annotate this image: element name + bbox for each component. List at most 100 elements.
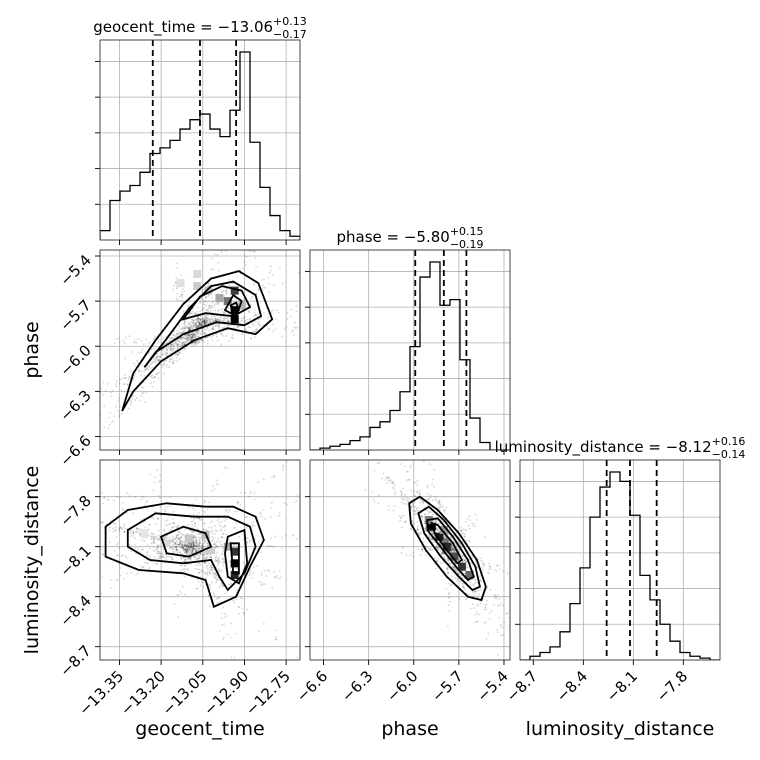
sample-point bbox=[453, 550, 456, 552]
sample-point bbox=[181, 342, 184, 345]
sample-point bbox=[213, 573, 216, 576]
sample-point bbox=[197, 340, 200, 342]
sample-point bbox=[307, 508, 309, 510]
sample-point bbox=[197, 324, 200, 326]
sample-point bbox=[307, 182, 309, 184]
sample-point bbox=[469, 519, 472, 522]
sample-point bbox=[293, 326, 296, 329]
sample-point bbox=[215, 556, 218, 559]
panel-title-minus-phase: −0.19 bbox=[450, 238, 484, 251]
sample-point bbox=[203, 522, 206, 525]
sample-point bbox=[501, 626, 504, 629]
sample-point bbox=[461, 561, 464, 563]
sample-point bbox=[248, 317, 251, 320]
sample-point bbox=[249, 326, 251, 329]
contour-level-5 bbox=[229, 301, 241, 315]
sample-point bbox=[461, 576, 464, 579]
sample-point bbox=[193, 319, 196, 322]
sample-point bbox=[188, 548, 191, 551]
sample-point bbox=[152, 536, 155, 539]
sample-point bbox=[198, 568, 201, 571]
sample-point bbox=[189, 545, 192, 548]
x-tick-label: −8.4 bbox=[553, 667, 591, 705]
sample-point bbox=[194, 318, 197, 320]
sample-point bbox=[197, 326, 200, 329]
sample-point bbox=[28, 438, 30, 440]
sample-point bbox=[295, 327, 297, 330]
sample-point bbox=[249, 338, 252, 340]
sample-point bbox=[180, 592, 182, 595]
density-cell bbox=[230, 286, 239, 295]
axes-frame bbox=[309, 459, 511, 661]
sample-point bbox=[217, 539, 220, 542]
sample-point bbox=[245, 255, 248, 258]
sample-point bbox=[421, 515, 423, 518]
sample-point bbox=[193, 544, 195, 547]
sample-point bbox=[180, 536, 183, 539]
sample-point bbox=[451, 546, 454, 549]
sample-point bbox=[217, 564, 220, 567]
sample-point bbox=[181, 344, 184, 347]
sample-point bbox=[411, 502, 414, 505]
sample-point bbox=[305, 335, 307, 337]
sample-point bbox=[211, 539, 214, 542]
sample-point bbox=[217, 567, 220, 570]
sample-point bbox=[115, 536, 118, 538]
sample-point bbox=[161, 552, 164, 554]
sample-point bbox=[233, 544, 235, 546]
sample-point bbox=[188, 553, 190, 556]
sample-point bbox=[202, 551, 205, 554]
sample-point bbox=[194, 547, 197, 550]
sample-point bbox=[190, 520, 193, 523]
sample-point bbox=[405, 503, 407, 506]
sample-point bbox=[428, 536, 431, 539]
sample-point bbox=[126, 383, 129, 386]
sample-point bbox=[176, 299, 179, 302]
sample-point bbox=[179, 590, 182, 593]
sample-point bbox=[119, 496, 121, 499]
sample-point bbox=[191, 550, 194, 553]
sample-point bbox=[388, 479, 391, 481]
sample-point bbox=[184, 549, 187, 552]
sample-point bbox=[420, 498, 422, 501]
sample-point bbox=[178, 551, 181, 554]
sample-point bbox=[268, 328, 271, 331]
sample-point bbox=[193, 325, 196, 328]
sample-point bbox=[187, 337, 190, 339]
sample-point bbox=[210, 304, 212, 307]
sample-point bbox=[168, 523, 171, 526]
sample-point bbox=[420, 515, 423, 518]
sample-point bbox=[427, 498, 430, 501]
sample-point bbox=[190, 324, 192, 326]
sample-point bbox=[185, 544, 188, 547]
sample-point bbox=[205, 316, 208, 319]
sample-point bbox=[441, 552, 444, 555]
sample-point bbox=[521, 665, 523, 667]
sample-point bbox=[260, 317, 262, 320]
sample-point bbox=[228, 284, 231, 287]
sample-point bbox=[192, 531, 195, 534]
sample-point bbox=[194, 335, 196, 338]
sample-point bbox=[218, 555, 220, 558]
sample-point bbox=[171, 361, 174, 363]
sample-point bbox=[223, 613, 226, 615]
sample-point bbox=[516, 612, 518, 614]
sample-point bbox=[203, 321, 206, 324]
sample-point bbox=[348, 436, 350, 438]
sample-point bbox=[453, 549, 456, 552]
sample-point bbox=[205, 577, 208, 580]
sample-point bbox=[100, 592, 103, 595]
sample-point bbox=[179, 532, 182, 534]
sample-point bbox=[183, 330, 186, 333]
contour-level-3 bbox=[159, 525, 213, 558]
sample-point bbox=[425, 545, 428, 548]
sample-point bbox=[115, 385, 118, 388]
sample-point bbox=[183, 342, 186, 345]
sample-point bbox=[128, 376, 131, 379]
sample-point bbox=[79, 478, 81, 480]
sample-point bbox=[220, 536, 223, 539]
sample-point bbox=[180, 274, 183, 276]
sample-point bbox=[214, 318, 217, 321]
sample-point bbox=[164, 519, 167, 522]
sample-point bbox=[198, 539, 201, 542]
